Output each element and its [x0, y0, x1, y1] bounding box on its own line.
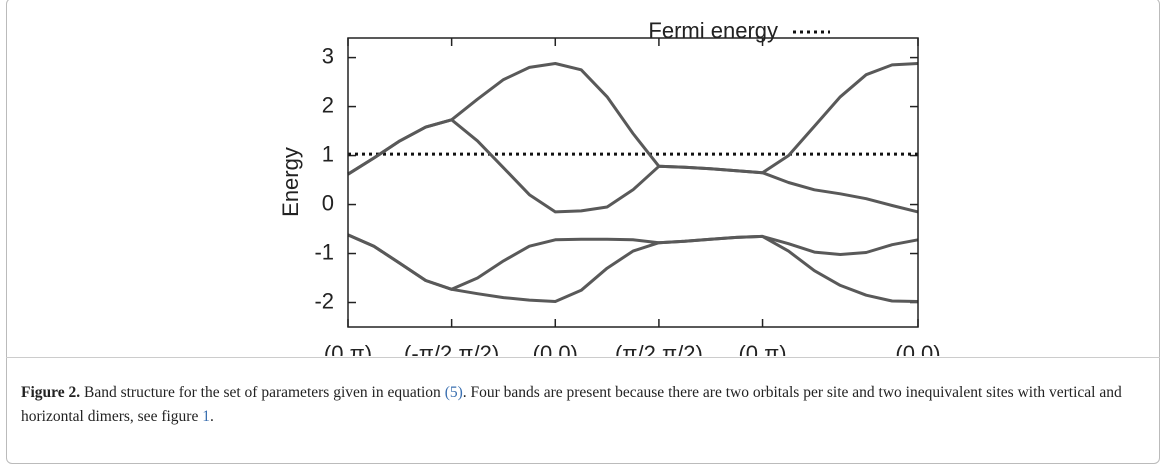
y-tick-label: 0 [322, 190, 334, 215]
x-tick-label: (0,0) [895, 341, 940, 356]
caption-label: Figure 2. [21, 384, 81, 401]
x-tick-label: (π/2,π/2) [615, 341, 703, 356]
x-tick-label: (0,π) [324, 341, 372, 356]
y-tick-label: 1 [322, 141, 334, 166]
caption-text: . Four bands are present because there a… [21, 384, 1122, 425]
y-tick-label: -1 [314, 239, 334, 264]
x-tick-label: (-π/2,π/2) [404, 341, 499, 356]
chart: Energy -2 -1 0 1 2 3 (0,π) (-π/2,π/2) (0,0) (π/2,… [278, 18, 941, 356]
band-line [347, 118, 919, 214]
x-tick-label: (0,0) [533, 341, 578, 356]
legend-label: Fermi energy [648, 18, 778, 43]
caption-text: Band structure for the set of parameters… [80, 384, 445, 401]
figure-frame [6, 0, 1160, 464]
band-line [347, 62, 919, 176]
figure-link[interactable]: 1 [202, 408, 210, 425]
y-tick-label: 2 [322, 92, 334, 117]
plot-frame [347, 37, 919, 328]
x-tick-label: (0,π) [738, 341, 786, 356]
equation-link[interactable]: (5) [444, 384, 463, 401]
separator [6, 357, 1160, 358]
caption: Figure 2. Band structure for the set of … [21, 381, 1146, 429]
caption-text: . [209, 408, 214, 425]
y-tick-label: -2 [314, 288, 334, 313]
y-axis-label: Energy [278, 147, 303, 217]
band-line [347, 233, 919, 303]
y-tick-label: 3 [322, 43, 334, 68]
